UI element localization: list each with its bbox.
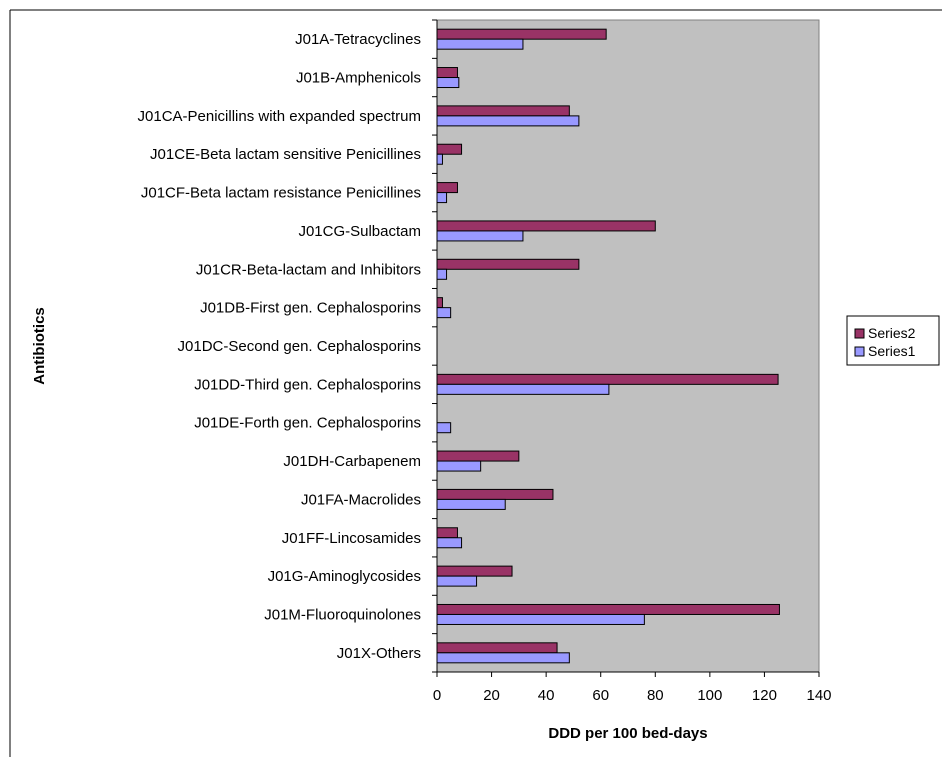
- category-label: J01CF-Beta lactam resistance Penicilline…: [141, 185, 421, 202]
- bar-series2: [436, 143, 463, 155]
- x-tick-label: 140: [806, 687, 831, 704]
- bar-series1: [436, 575, 478, 587]
- bar-series2: [436, 603, 780, 615]
- bar-series1: [436, 153, 443, 165]
- category-label: J01CG-Sulbactam: [298, 223, 421, 240]
- category-label: J01FA-Macrolides: [301, 491, 421, 508]
- category-label: J01FF-Lincosamides: [282, 530, 421, 547]
- bar-series1: [436, 498, 506, 510]
- bar-series1: [436, 613, 645, 625]
- bar-series2: [436, 182, 458, 194]
- bar-series1: [436, 38, 524, 50]
- bar-series2: [436, 373, 779, 385]
- category-label: J01M-Fluoroquinolones: [264, 606, 421, 623]
- legend-label-series1: Series1: [868, 343, 916, 359]
- x-tick-label: 120: [752, 687, 777, 704]
- category-label: J01A-Tetracyclines: [295, 31, 421, 48]
- category-label: J01G-Aminoglycosides: [268, 568, 421, 585]
- bar-series2: [436, 642, 558, 654]
- category-label: J01DE-Forth gen. Cephalosporins: [194, 415, 421, 432]
- bar-series1: [436, 460, 482, 472]
- bar-series1: [436, 537, 463, 549]
- category-labels: J01A-Tetracyclines J01B-Amphenicols J01CA-…: [138, 31, 421, 662]
- x-ticks-layer: 0 20 40 60 80 100 120 140: [433, 672, 832, 704]
- x-tick-label: 40: [538, 687, 555, 704]
- x-tick-label: 100: [697, 687, 722, 704]
- bar-series1: [436, 307, 452, 319]
- category-label: J01DH-Carbapenem: [283, 453, 421, 470]
- legend-box: [846, 315, 940, 366]
- bar-series1: [436, 652, 570, 664]
- y-ticks-layer: [432, 19, 437, 673]
- category-label: J01DB-First gen. Cephalosporins: [200, 300, 421, 317]
- bar-series1: [436, 115, 580, 127]
- category-label: J01B-Amphenicols: [296, 70, 421, 87]
- x-tick-label: 60: [592, 687, 609, 704]
- bar-series1: [436, 268, 448, 280]
- category-label: J01DC-Second gen. Cephalosporins: [178, 338, 421, 355]
- bar-series1: [436, 422, 452, 434]
- legend-swatch-series1: [854, 346, 865, 357]
- x-tick-label: 20: [483, 687, 500, 704]
- bar-series2: [436, 220, 656, 232]
- bar-series2: [436, 450, 520, 462]
- category-label: J01X-Others: [337, 645, 421, 662]
- category-label: J01DD-Third gen. Cephalosporins: [194, 376, 421, 393]
- x-tick-label: 0: [433, 687, 441, 704]
- category-label: J01CE-Beta lactam sensitive Penicillines: [150, 146, 421, 163]
- bar-series2: [436, 488, 554, 500]
- bar-series1: [436, 192, 448, 204]
- legend: Series2 Series1: [846, 315, 940, 366]
- bar-series2: [436, 297, 443, 309]
- y-axis-title: Antibiotics: [31, 307, 48, 385]
- bars-layer: [436, 28, 780, 664]
- legend-swatch-series2: [854, 328, 865, 339]
- legend-label-series2: Series2: [868, 325, 916, 341]
- bar-series1: [436, 77, 460, 89]
- bar-series2: [436, 527, 458, 539]
- bar-series1: [436, 383, 610, 395]
- bar-series2: [436, 67, 458, 79]
- bar-series2: [436, 258, 580, 270]
- x-tick-label: 80: [647, 687, 664, 704]
- x-axis-title: DDD per 100 bed-days: [548, 725, 707, 742]
- bar-series1: [436, 230, 524, 242]
- bar-series2: [436, 565, 513, 577]
- category-label: J01CA-Penicillins with expanded spectrum: [138, 108, 421, 125]
- category-label: J01CR-Beta-lactam and Inhibitors: [196, 261, 421, 278]
- bar-series2: [436, 105, 570, 117]
- bar-series2: [436, 28, 607, 40]
